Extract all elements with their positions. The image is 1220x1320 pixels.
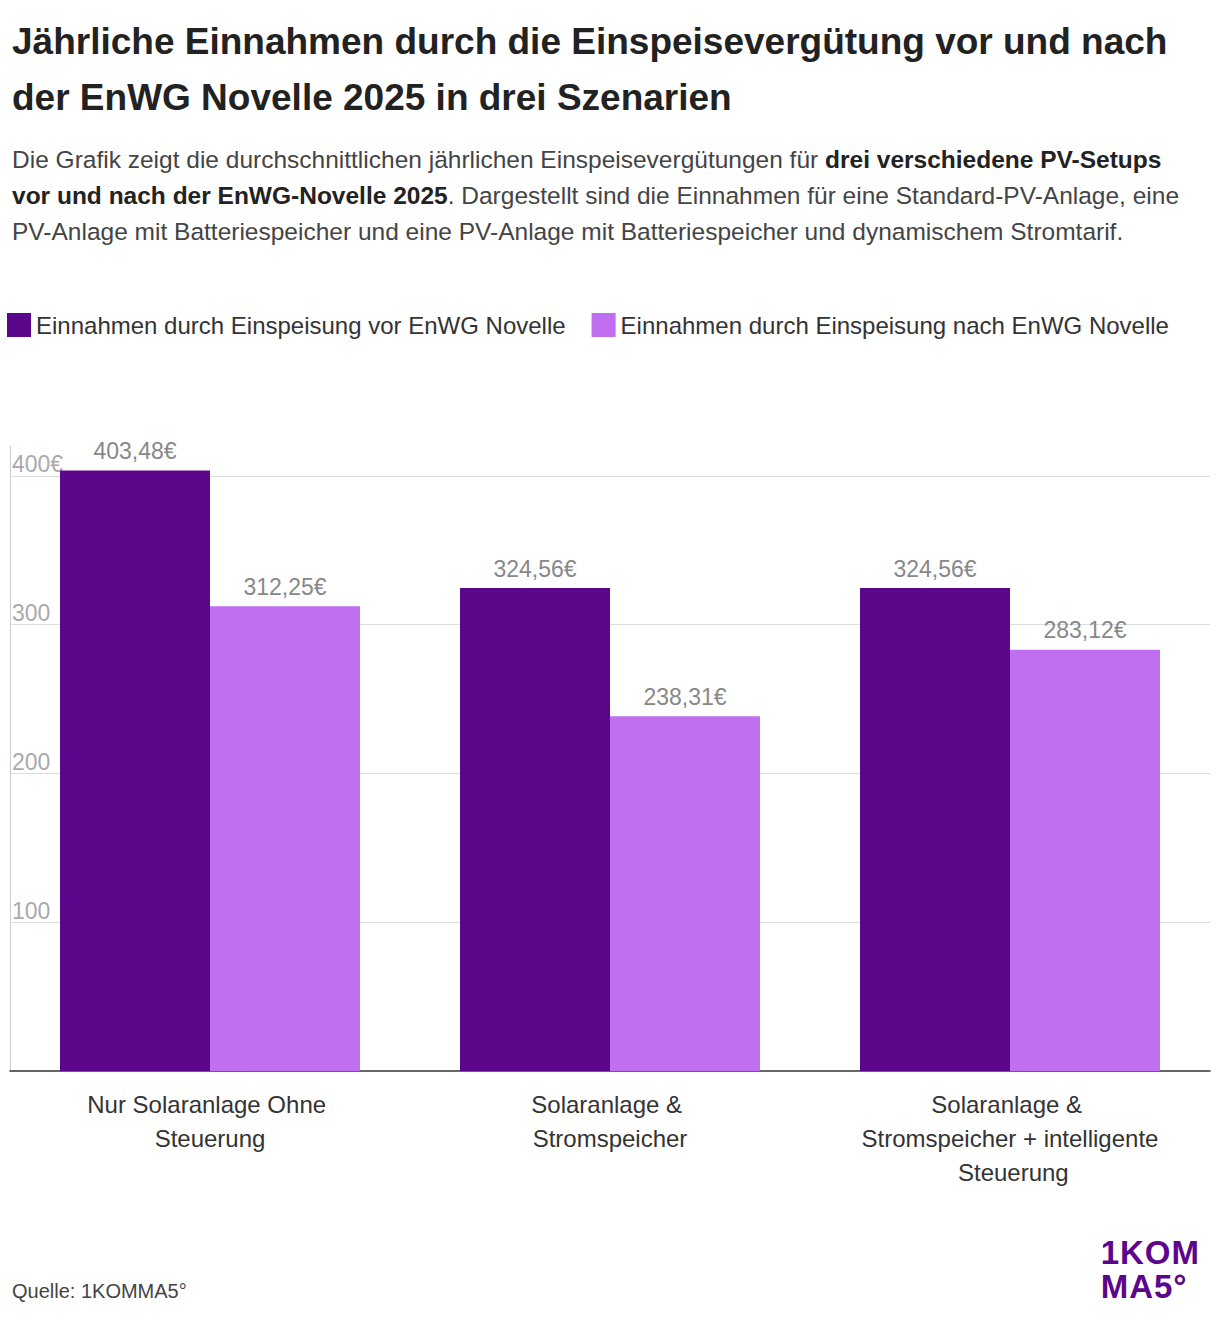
svg-text:100: 100 [12, 898, 50, 924]
svg-text:Nur Solaranlage Ohne: Nur Solaranlage Ohne [87, 1091, 332, 1118]
svg-text:403,48€: 403,48€ [93, 438, 176, 464]
svg-text:Steuerung: Steuerung [951, 1159, 1068, 1186]
html-text:1KOM: 1KOM [1100, 1234, 1200, 1271]
svg-text:Einnahmen durch Einspeisung vo: Einnahmen durch Einspeisung vor EnWG Nov… [36, 312, 566, 339]
svg-text:400€: 400€ [12, 451, 63, 477]
svg-text:Stromspeicher: Stromspeicher [533, 1125, 688, 1152]
svg-text:Steuerung: Steuerung [155, 1125, 266, 1152]
svg-text:Stromspeicher + intelligente: Stromspeicher + intelligente [862, 1125, 1159, 1152]
html-text:MA5°: MA5° [1100, 1268, 1188, 1305]
svg-text:Einnahmen durch Einspeisung na: Einnahmen durch Einspeisung nach EnWG No… [621, 312, 1169, 339]
html-text:Quelle: 1KOMMA5°: Quelle: 1KOMMA5° [12, 1280, 187, 1302]
svg-text:200: 200 [12, 749, 50, 775]
svg-text:312,25€: 312,25€ [243, 574, 326, 600]
svg-text:283,12€: 283,12€ [1043, 617, 1126, 643]
html-text:Die Grafik zeigt die durchschn: Die Grafik zeigt die durchschnittlichen … [12, 146, 1179, 245]
html-text:Jährliche Einnahmen durch die: Jährliche Einnahmen durch die Einspeisev… [12, 21, 1168, 118]
svg-text:Solaranlage &: Solaranlage & [931, 1091, 1088, 1118]
svg-text:238,31€: 238,31€ [643, 684, 726, 710]
svg-text:Solaranlage &: Solaranlage & [531, 1091, 688, 1118]
svg-text:324,56€: 324,56€ [493, 556, 576, 582]
svg-text:324,56€: 324,56€ [893, 556, 976, 582]
svg-text:300: 300 [12, 600, 50, 626]
